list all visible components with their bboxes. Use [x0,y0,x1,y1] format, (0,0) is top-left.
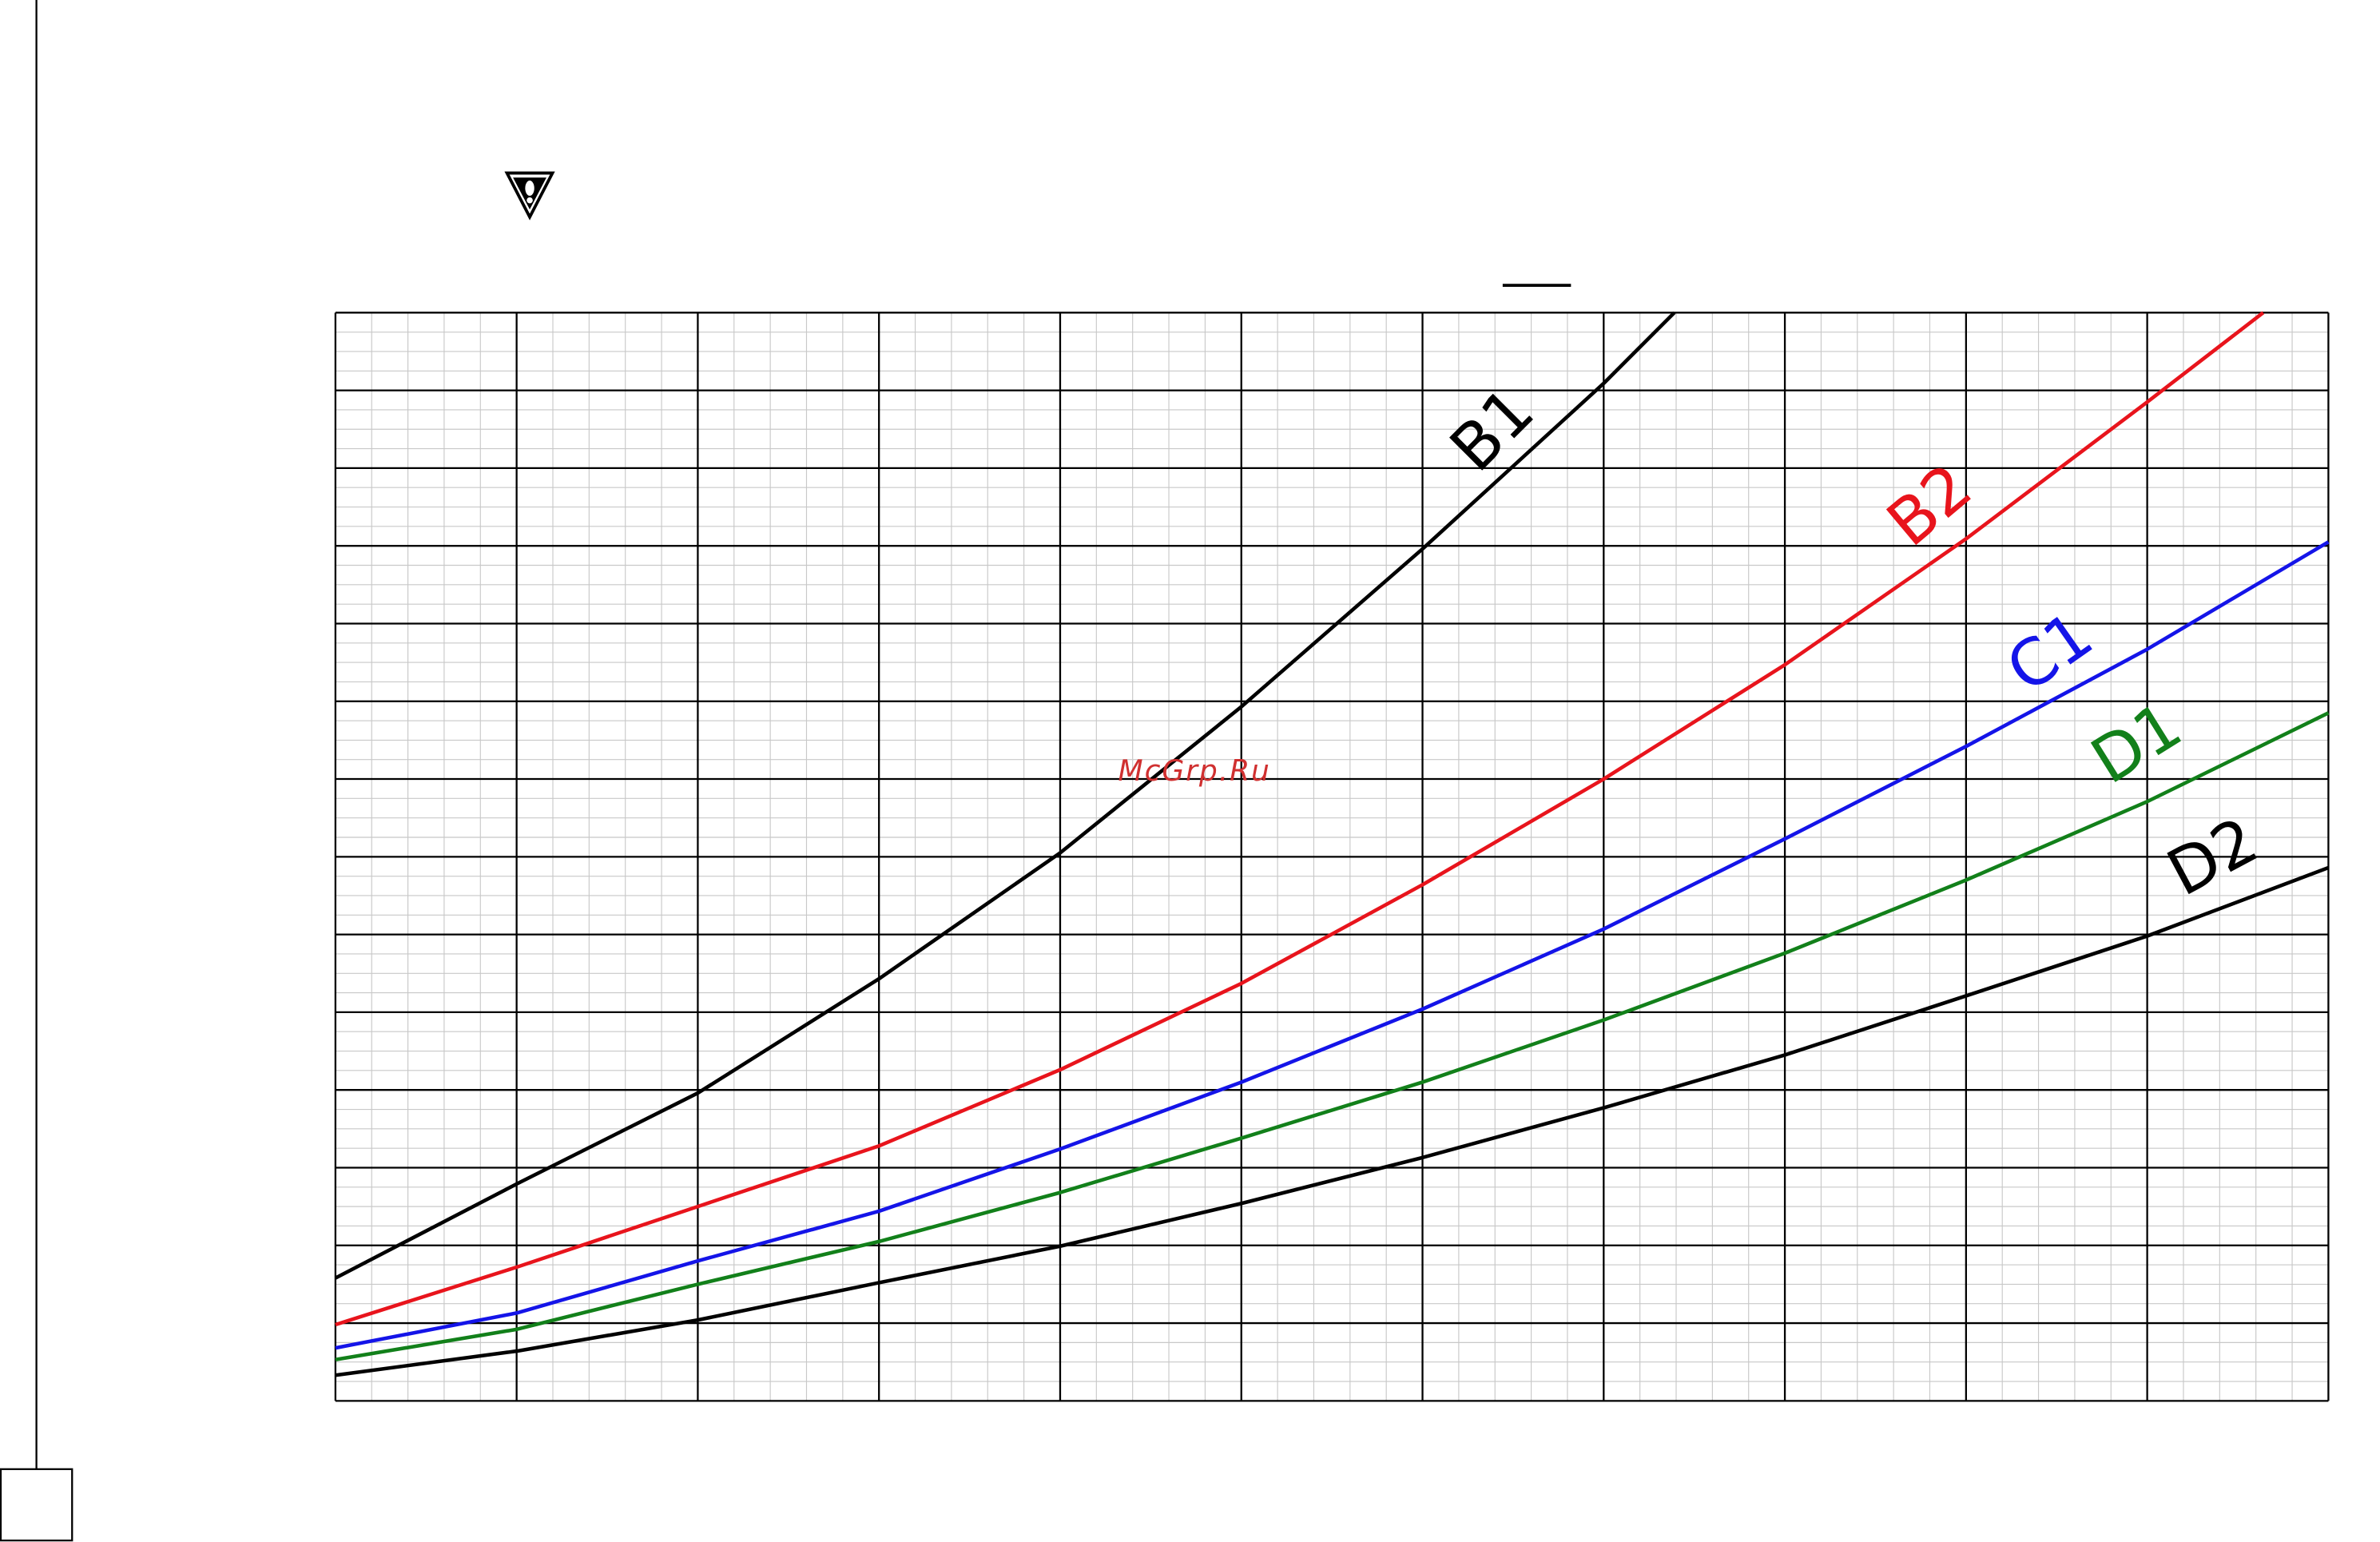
series-line [335,311,2265,1327]
series-label: B2 [1873,450,1986,561]
series-line [335,711,2330,1362]
series-line [334,311,1676,1280]
series-line [335,540,2330,1350]
series-line [335,865,2330,1377]
watermark: McGrp.Ru [1118,754,1271,788]
corner-box [0,1468,74,1542]
series-label: D2 [2156,803,2270,911]
warning-icon [504,171,555,221]
series-label: C1 [1993,597,2106,706]
series-label: D1 [2079,688,2194,798]
